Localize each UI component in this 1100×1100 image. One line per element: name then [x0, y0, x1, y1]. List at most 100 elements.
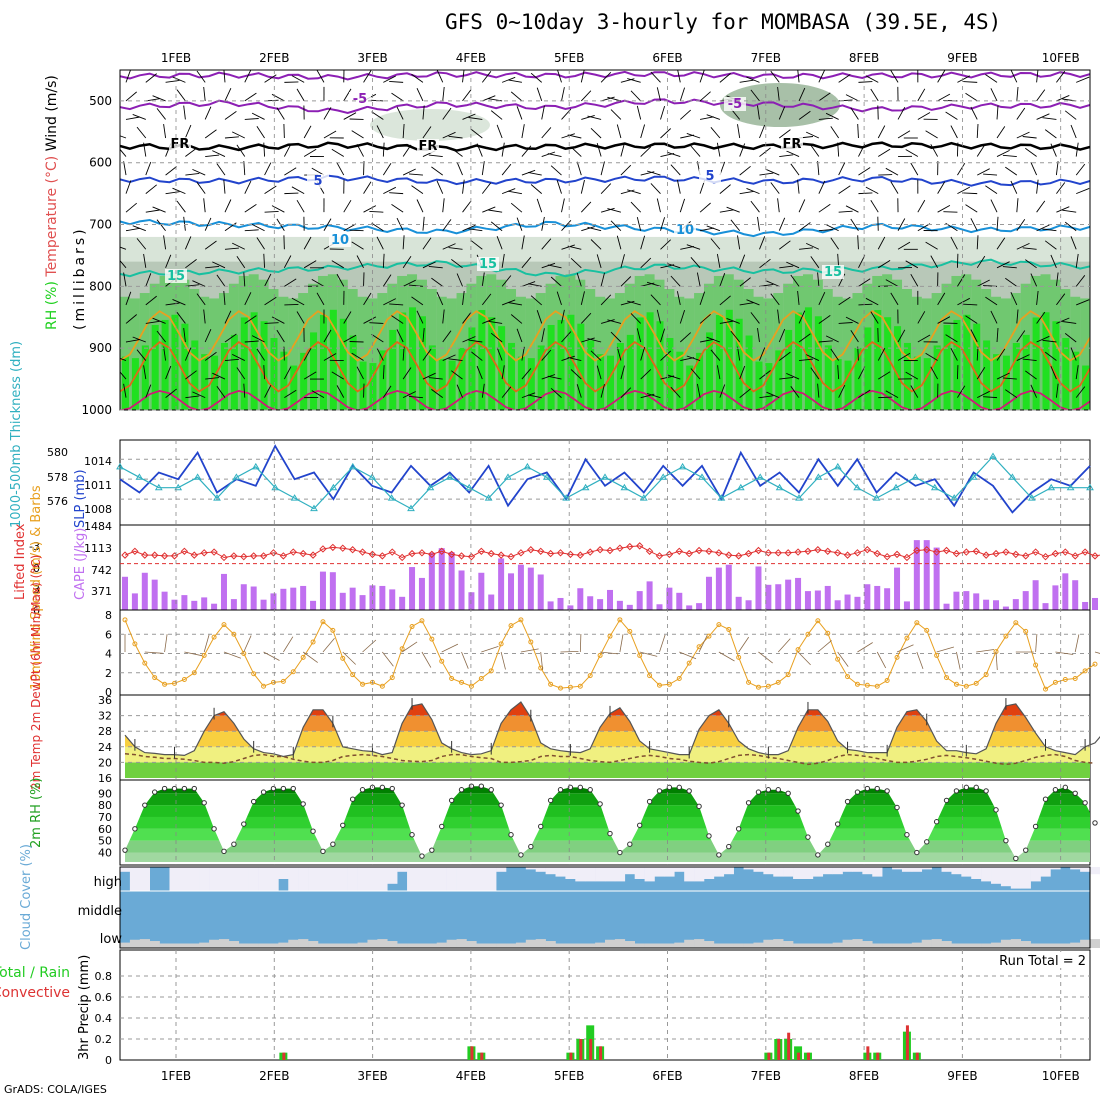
wind-barb — [183, 105, 186, 120]
wind-speed-marker — [607, 633, 613, 639]
wind-barb — [212, 261, 226, 269]
cloud-high-gap — [426, 867, 438, 891]
rh-cell-90 — [498, 326, 506, 410]
wind-barb — [699, 291, 706, 306]
surface-wind-barb — [639, 651, 658, 657]
rh-marker — [795, 808, 801, 814]
wind-barb — [996, 261, 1010, 269]
rh-cell-70 — [367, 298, 378, 410]
wind-barb — [363, 181, 372, 194]
wind-barb — [402, 279, 416, 287]
wind-barb — [646, 281, 661, 287]
wind-speed-marker — [577, 683, 583, 689]
wind-barb — [1062, 321, 1077, 324]
convective-bar — [579, 1039, 583, 1060]
thickness-marker — [232, 473, 241, 480]
day-label-top: 6FEB — [652, 51, 682, 65]
surface-wind-barb — [1094, 651, 1100, 654]
wind-barb — [777, 198, 780, 213]
wind-barb — [165, 302, 180, 306]
wind-barb — [616, 235, 622, 250]
panel-frame — [119, 949, 1091, 1061]
wind-barb — [556, 180, 562, 194]
wind-barb — [1036, 200, 1046, 213]
wind-barb — [576, 384, 582, 398]
wind-barb — [950, 347, 958, 361]
wind-barb — [580, 90, 592, 102]
rh-cell-90 — [745, 335, 753, 410]
wind-barb — [1005, 389, 1018, 399]
rh-marker — [231, 841, 237, 847]
wind-barb — [878, 371, 891, 380]
rh-cell-90 — [468, 327, 476, 410]
wind-barb — [1076, 76, 1090, 83]
wind-barb — [838, 74, 851, 83]
wind-barb — [600, 272, 605, 287]
wind-barb — [1064, 221, 1077, 232]
rh-cell-70 — [1080, 298, 1090, 410]
thickness-marker — [193, 473, 202, 480]
wind-barb — [402, 235, 405, 250]
wind-barb — [456, 384, 463, 398]
wind-barb — [838, 162, 846, 176]
wind-barb — [132, 113, 146, 120]
wind-barb — [371, 111, 384, 120]
cape-bar — [735, 596, 742, 610]
cloud-high-gap — [456, 867, 467, 891]
cape-bar — [1022, 591, 1029, 610]
li-marker — [408, 549, 416, 558]
wind-barb — [976, 144, 986, 157]
cloud-row-label: low — [100, 932, 123, 947]
wind-barb — [251, 112, 265, 120]
y-tick-right: 742 — [91, 564, 112, 577]
rh-cell-90 — [310, 332, 318, 410]
rh-cell-90 — [191, 340, 199, 410]
wind-barb — [806, 354, 820, 361]
cloud-low-bar — [377, 939, 388, 948]
wind-barb — [983, 396, 998, 399]
rh-marker — [1062, 784, 1069, 791]
wind-barb — [858, 167, 871, 176]
temperature-contour — [120, 98, 1090, 115]
cloud-low-bar — [1000, 939, 1012, 948]
surface-wind-barb — [817, 640, 832, 653]
wind-barb — [650, 71, 661, 83]
li-marker — [259, 552, 268, 560]
rh-marker — [310, 828, 316, 834]
wind-barb — [630, 90, 642, 102]
wind-barb — [957, 75, 971, 83]
wind-speed-marker — [350, 672, 356, 678]
wind-barb — [699, 313, 711, 324]
wind-barb — [145, 320, 160, 324]
panel-frame — [119, 866, 1091, 949]
li-marker — [863, 546, 872, 554]
li-marker — [279, 552, 288, 560]
cloud-low-bar — [218, 939, 230, 948]
wind-barb — [152, 206, 166, 213]
wind-barb — [699, 116, 714, 120]
li-marker — [329, 543, 337, 552]
wind-barb — [442, 219, 452, 231]
li-marker — [398, 553, 406, 562]
li-marker — [972, 547, 980, 555]
wind-barb — [838, 296, 851, 306]
wind-speed-marker — [221, 622, 227, 628]
rh-cell-70 — [436, 296, 447, 410]
wind-barb — [205, 377, 220, 380]
wind-barb — [1022, 247, 1037, 250]
cloud-low-bar — [238, 943, 249, 948]
cape-bar — [557, 597, 564, 610]
cloud-low-bar — [654, 943, 665, 948]
wind-barb — [985, 185, 998, 195]
wind-barb — [382, 253, 385, 268]
cloud-high-gap — [773, 867, 784, 877]
cape-bar — [607, 589, 613, 610]
cloud-high-gap — [199, 867, 210, 891]
rh-marker — [963, 784, 970, 791]
wind-barb — [818, 117, 833, 120]
day-label-bottom: 4FEB — [456, 1069, 486, 1083]
rh-cell-90 — [389, 329, 397, 410]
thickness-marker — [154, 483, 163, 491]
surface-wind-barb — [500, 651, 506, 670]
li-marker — [596, 546, 604, 554]
